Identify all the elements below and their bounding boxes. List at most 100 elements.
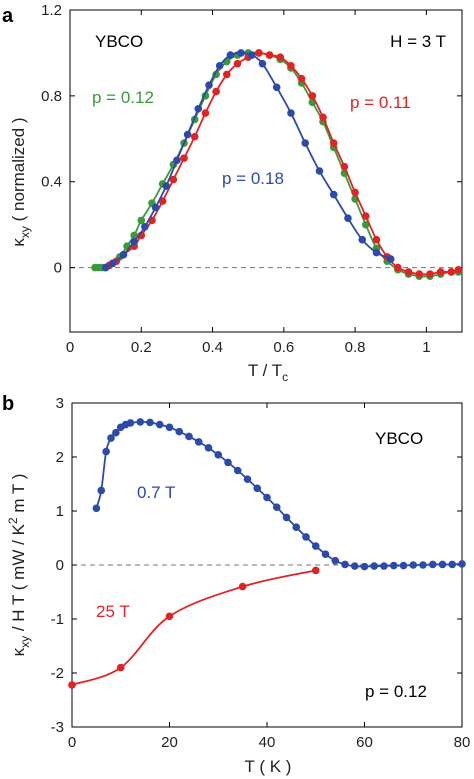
series-line (108, 51, 459, 276)
data-point (426, 270, 434, 278)
data-point (190, 132, 199, 141)
data-point (380, 562, 388, 570)
data-point (340, 162, 349, 171)
data-point (258, 59, 267, 68)
data-point (436, 268, 445, 276)
data-point (204, 444, 213, 452)
x-tick-label: 60 (356, 734, 373, 751)
data-point (243, 475, 252, 483)
data-point (226, 51, 235, 59)
data-point (272, 503, 281, 512)
data-point (175, 427, 184, 436)
data-point (130, 238, 138, 246)
data-point (458, 560, 466, 568)
data-point (119, 250, 128, 259)
data-point (97, 486, 106, 495)
data-point (253, 484, 262, 493)
panel-a-frame (69, 9, 463, 333)
panel-a-y-axis-label-sub: xy (18, 226, 32, 238)
data-point (287, 109, 295, 117)
panel-a-field-label: H = 3 T (390, 32, 446, 51)
series-label-p011: p = 0.11 (350, 93, 411, 112)
series-label-0-7T: 0.7 T (137, 483, 175, 502)
data-point (315, 167, 324, 175)
data-point (361, 212, 370, 220)
data-point (102, 447, 110, 456)
data-point (212, 87, 220, 96)
panel-b-y-axis-label: κxy / H T ( mW / K2 m T ) (6, 474, 32, 657)
data-point (297, 74, 306, 83)
series-1 (68, 566, 320, 689)
data-point (233, 466, 242, 475)
data-point (276, 53, 285, 62)
data-point (386, 255, 395, 263)
data-point (165, 612, 174, 621)
data-point (136, 418, 145, 426)
data-point (130, 231, 138, 240)
data-point (233, 59, 242, 68)
data-point (370, 562, 379, 570)
series-2 (101, 49, 395, 272)
data-point (116, 663, 125, 672)
data-point (409, 561, 418, 569)
series-line (105, 52, 392, 269)
data-point (237, 49, 245, 57)
data-point (214, 451, 223, 459)
data-point (287, 62, 295, 70)
y-tick-label: 0.4 (41, 174, 62, 191)
data-point (180, 154, 188, 162)
panel-a-y-axis-label-main: κ (9, 238, 28, 247)
data-point (151, 203, 160, 212)
data-point (329, 190, 338, 199)
data-point (301, 139, 310, 147)
data-point (265, 51, 274, 59)
panel-b-y-axis-label-main: κ (9, 647, 28, 656)
panel-b-ticks: 0 20 40 60 80 -3 -2 -1 0 1 2 3 (51, 395, 471, 751)
data-point (438, 560, 447, 569)
data-point (68, 681, 76, 689)
panel-b-y-axis-label-sup: 2 (6, 517, 20, 524)
panel-a: a 0 0.2 0.4 0.6 0.8 100.40.81.2 YBCO H = 3 T … (2, 2, 463, 384)
data-point (399, 561, 408, 570)
data-point (404, 268, 413, 276)
y-tick-label: 1.2 (41, 2, 62, 19)
panel-b: b 0 20 40 60 80 -3 -2 -1 0 1 2 3 YBCO 0.7 T 25 T p … (2, 393, 470, 776)
data-point (224, 458, 232, 467)
x-tick-label: 80 (454, 734, 471, 751)
panel-a-y-axis-label-rest: ( normalized ) (9, 117, 28, 226)
data-point (321, 550, 330, 558)
x-tick-label: 0.8 (345, 339, 366, 356)
y-tick-label: 0 (54, 260, 62, 277)
data-point (201, 109, 210, 117)
data-point (415, 270, 424, 278)
series-label-25T: 25 T (96, 602, 130, 621)
data-point (282, 513, 291, 522)
data-point (311, 542, 320, 550)
data-point (308, 92, 317, 100)
y-tick-label: -1 (51, 611, 64, 628)
panel-a-x-axis-label-sub: c (282, 370, 288, 384)
panel-b-y-axis-label-rest: / H T ( mW / K (9, 523, 28, 635)
data-point (108, 259, 117, 268)
data-point (428, 560, 437, 569)
data-point (165, 423, 174, 432)
data-point (358, 235, 367, 244)
data-point (292, 523, 301, 531)
data-point (194, 438, 203, 446)
data-point (311, 566, 320, 575)
x-tick-label: 0.2 (131, 339, 152, 356)
data-point (92, 504, 101, 513)
data-point (126, 419, 135, 427)
data-point (137, 216, 146, 225)
data-point (272, 83, 281, 92)
data-point (448, 560, 457, 569)
panel-b-y-axis-label-sub: xy (18, 636, 32, 648)
y-tick-label: 0 (56, 557, 64, 574)
series-label-p018: p = 0.18 (222, 169, 284, 188)
series-line (71, 569, 316, 686)
data-point (194, 104, 203, 113)
panel-a-letter: a (2, 5, 14, 27)
panel-a-x-axis-label-main: T / T (248, 361, 282, 380)
x-tick-label: 0 (66, 339, 74, 356)
